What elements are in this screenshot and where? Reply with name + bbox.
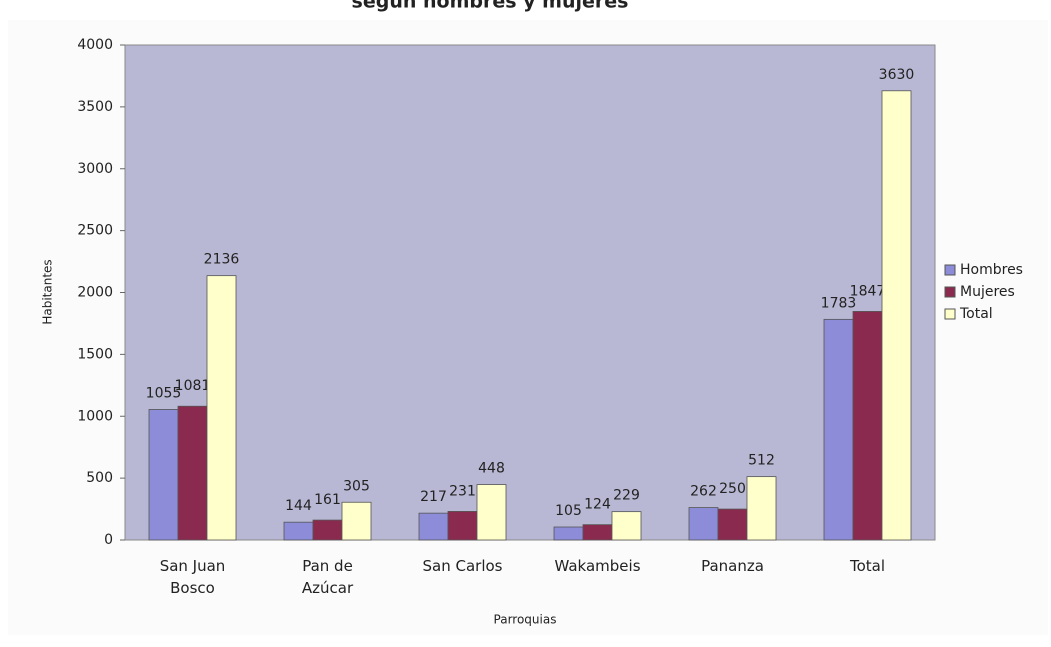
- bar: [553, 526, 584, 541]
- x-tick-label: Pananza: [701, 557, 764, 575]
- y-tick-label: 4000: [77, 37, 113, 53]
- bar: [611, 511, 642, 541]
- x-tick-label: Total: [849, 557, 886, 575]
- bar: [476, 484, 507, 541]
- data-label: 124: [584, 497, 611, 513]
- x-tick-label: Pan de Azúcar: [301, 557, 354, 597]
- data-label: 250: [719, 481, 746, 497]
- y-tick-label: 2500: [77, 223, 113, 239]
- y-tick-label: 1000: [77, 408, 113, 424]
- legend-swatch: [944, 264, 956, 276]
- y-tick-label: 3500: [77, 99, 113, 115]
- chart-title: según hombres y mujeres: [352, 0, 629, 13]
- data-label: 231: [449, 483, 476, 499]
- bar: [688, 507, 719, 541]
- y-axis-label: Habitantes: [41, 259, 55, 324]
- data-label: 105: [555, 503, 582, 519]
- legend-label: Hombres: [960, 262, 1023, 278]
- data-label: 1081: [175, 378, 211, 394]
- bar: [283, 521, 314, 541]
- data-label: 217: [420, 489, 447, 505]
- bar: [881, 90, 912, 541]
- x-axis-label: Parroquias: [494, 613, 557, 627]
- bar: [852, 311, 883, 541]
- legend-swatch: [944, 308, 956, 320]
- data-label: 1783: [821, 295, 857, 311]
- bar: [447, 511, 478, 541]
- data-label: 448: [478, 461, 505, 477]
- legend-label: Mujeres: [960, 284, 1015, 300]
- bar: [418, 512, 449, 541]
- bar: [717, 508, 748, 541]
- legend-label: Total: [959, 306, 993, 322]
- y-tick-label: 1500: [77, 346, 113, 362]
- legend-swatch: [944, 286, 956, 298]
- data-label: 1847: [850, 283, 886, 299]
- x-tick-label: San Carlos: [422, 557, 503, 575]
- data-label: 512: [748, 453, 775, 469]
- bar: [148, 409, 179, 541]
- data-label: 1055: [146, 385, 182, 401]
- data-label: 3630: [879, 67, 915, 83]
- bar: [206, 275, 237, 541]
- bar: [177, 405, 208, 541]
- y-tick-label: 2000: [77, 285, 113, 301]
- y-tick-label: 3000: [77, 161, 113, 177]
- data-label: 229: [613, 488, 640, 504]
- y-tick-label: 0: [104, 532, 113, 548]
- data-label: 144: [285, 498, 312, 514]
- bar: [341, 501, 372, 541]
- plot-area: [124, 44, 936, 541]
- y-tick-label: 500: [86, 470, 113, 486]
- data-label: 2136: [204, 252, 240, 268]
- bar: [312, 519, 343, 541]
- x-tick-label: Wakambeis: [554, 557, 641, 575]
- bar: [746, 476, 777, 541]
- x-tick-label: San Juan Bosco: [159, 557, 226, 597]
- data-label: 262: [690, 484, 717, 500]
- data-label: 305: [343, 478, 370, 494]
- bar: [823, 318, 854, 541]
- data-label: 161: [314, 492, 341, 508]
- bar: [582, 524, 613, 541]
